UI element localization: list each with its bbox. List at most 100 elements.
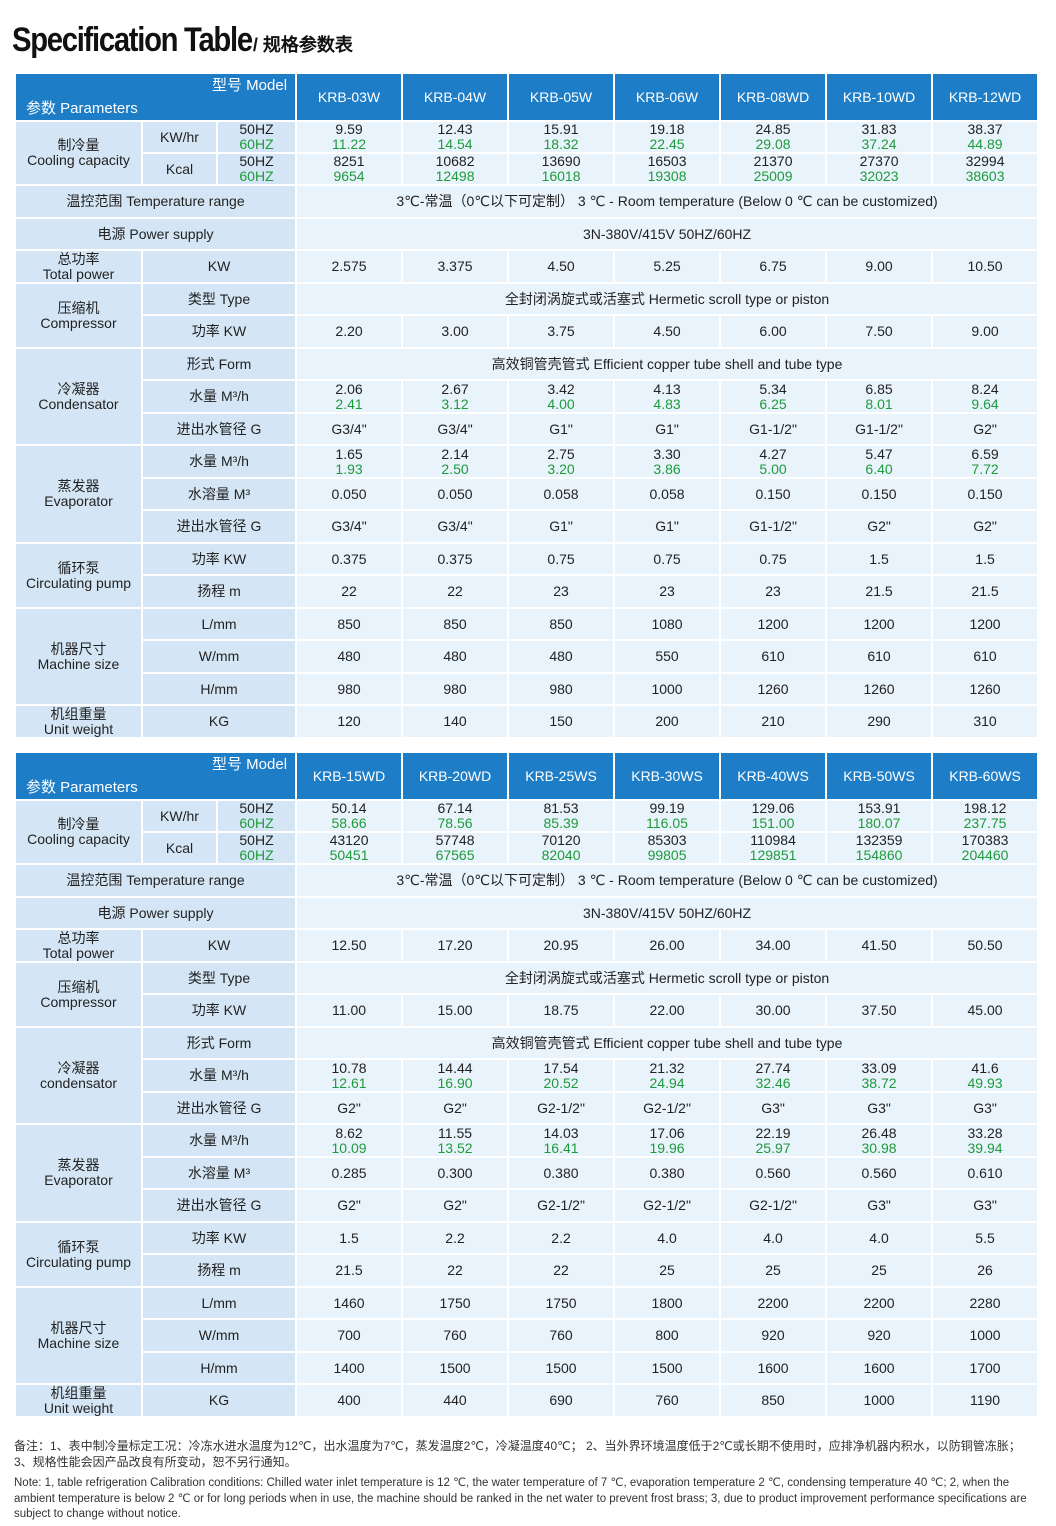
pump-power-cell: 0.75: [507, 542, 616, 576]
evaporator-flow-50hz: 6.59: [971, 445, 999, 462]
weight-cell: 120: [295, 704, 404, 739]
kwhr-cell: 198.12 237.75: [931, 799, 1040, 833]
condenser-pipe-row: 进出水管径 G G2" G2" G2-1/2" G2-1/2" G3" G3" G3": [15, 1091, 1040, 1125]
total-power-cell: 17.20: [401, 928, 510, 963]
condenser-flow-cell: 10.78 12.61: [295, 1058, 404, 1093]
size-w-cell: 610: [825, 639, 934, 674]
size-h-cell: 1500: [613, 1351, 722, 1385]
evaporator-flow-60hz: 3.20: [547, 460, 575, 477]
condenser-pipe-cell: G1": [613, 412, 722, 446]
size-w-cell: 550: [613, 639, 722, 674]
total-power-label: 总功率 Total power: [14, 249, 143, 284]
size-h-label: H/mm: [140, 1351, 298, 1385]
size-label: 机器尺寸 Machine size: [14, 1286, 143, 1385]
kw-label: KW: [140, 249, 298, 284]
weight-cell: 140: [401, 704, 510, 739]
weight-cell: 150: [507, 704, 616, 739]
compressor-power-cell: 18.75: [507, 993, 616, 1028]
cooling-capacity-label: 制冷量 Cooling capacity: [14, 799, 143, 865]
size-w-row: W/mm 480 480 480 550 610 610 610: [15, 639, 1040, 674]
hz-label: 50HZ 60HZ: [215, 152, 298, 186]
compressor-power-cell: 30.00: [719, 993, 828, 1028]
condenser-flow-60hz: 38.72: [861, 1074, 897, 1091]
evaporator-pipe-cell: G1": [613, 509, 722, 544]
pump-label: 循环泵 Circulating pump: [14, 1221, 143, 1288]
pump-head-cell: 21.5: [931, 574, 1040, 609]
weight-label: 机组重量 Unit weight: [14, 1383, 143, 1418]
total-power-cell: 50.50: [931, 928, 1040, 963]
weight-cell: 440: [401, 1383, 510, 1418]
evaporator-vol-label: 水溶量 M³: [140, 1156, 298, 1190]
kcal-60hz: 25009: [753, 168, 793, 184]
condenser-pipe-row: 进出水管径 G G3/4" G3/4" G1" G1" G1-1/2" G1-1/2" G2": [15, 412, 1040, 446]
evaporator-flow-50hz: 2.14: [441, 445, 469, 462]
size-l-cell: 2280: [931, 1286, 1040, 1320]
size-l-cell: 1200: [825, 607, 934, 641]
power-supply-label: 电源 Power supply: [13, 217, 298, 251]
evaporator-flow-50hz: 8.62: [335, 1124, 363, 1141]
kcal-60hz: 204460: [961, 847, 1009, 863]
compressor-label: 压缩机 Compressor: [14, 282, 143, 349]
condenser-flow-row: 水量 M³/h 10.78 12.61 14.44 16.90 17.54 20.52 21.…: [15, 1058, 1040, 1093]
pump-label-en: Circulating pump: [25, 574, 132, 591]
model-name: KRB-03W: [295, 72, 404, 122]
kwhr-label: KW/hr: [141, 799, 218, 833]
evaporator-pipe-cell: G3/4": [295, 509, 404, 544]
evaporator-vol-cell: 0.150: [825, 477, 934, 511]
temp-range-label: 温控范围 Temperature range: [13, 184, 298, 219]
kcal-50hz: 132359: [855, 832, 903, 848]
kg-label: KG: [140, 704, 298, 739]
pump-head-cell: 22: [295, 574, 404, 609]
size-w-cell: 480: [295, 639, 404, 674]
hz60-label: 60HZ: [239, 168, 274, 184]
total-power-cell: 41.50: [825, 928, 934, 963]
hz-label: 50HZ 60HZ: [215, 120, 298, 154]
kcal-60hz: 67565: [435, 847, 475, 863]
size-h-cell: 1260: [825, 672, 934, 706]
compressor-power-cell: 11.00: [295, 993, 404, 1028]
weight-cell: 310: [931, 704, 1040, 739]
evaporator-vol-cell: 0.560: [719, 1156, 828, 1190]
condenser-form-label: 形式 Form: [140, 1026, 298, 1060]
evaporator-flow-60hz: 16.41: [543, 1139, 579, 1156]
model-name: KRB-15WD: [295, 751, 404, 801]
kwhr-cell: 38.37 44.89: [931, 120, 1040, 154]
condenser-flow-cell: 17.54 20.52: [507, 1058, 616, 1093]
pump-head-cell: 22: [401, 1253, 510, 1288]
condenser-flow-cell: 3.42 4.00: [507, 379, 616, 414]
hz-label: 50HZ 60HZ: [215, 831, 298, 865]
kwhr-cell: 153.91 180.07: [825, 799, 934, 833]
condenser-flow-50hz: 33.09: [861, 1059, 897, 1076]
evaporator-flow-row: 蒸发器 Evaporator 水量 M³/h 1.65 1.93 2.14 2.50 2.75…: [14, 444, 1040, 544]
total-power-cell: 12.50: [295, 928, 404, 963]
evaporator-pipe-cell: G1-1/2": [719, 509, 828, 544]
size-h-cell: 1500: [401, 1351, 510, 1385]
size-l-cell: 2200: [825, 1286, 934, 1320]
evaporator-vol-cell: 0.560: [825, 1156, 934, 1190]
size-w-row: W/mm 700 760 760 800 920 920 1000: [15, 1318, 1040, 1353]
kcal-cell: 85303 99805: [613, 831, 722, 865]
condenser-flow-cell: 14.44 16.90: [401, 1058, 510, 1093]
model-name: KRB-40WS: [719, 751, 828, 801]
kwhr-cell: 12.43 14.54: [401, 120, 510, 154]
condenser-flow-cell: 6.85 8.01: [825, 379, 934, 414]
evaporator-flow-cell: 2.75 3.20: [507, 444, 616, 479]
condenser-flow-50hz: 27.74: [755, 1059, 791, 1076]
pump-label: 循环泵 Circulating pump: [14, 542, 143, 609]
condenser-flow-60hz: 8.01: [865, 395, 893, 412]
total-power-cell: 2.575: [295, 249, 404, 284]
evaporator-flow-60hz: 19.96: [649, 1139, 685, 1156]
evaporator-flow-50hz: 4.27: [759, 445, 787, 462]
condenser-flow-label: 水量 M³/h: [140, 379, 298, 414]
evaporator-flow-60hz: 13.52: [437, 1139, 473, 1156]
size-h-cell: 1500: [507, 1351, 616, 1385]
pump-head-cell: 23: [507, 574, 616, 609]
pump-head-row: 扬程 m 22 22 23 23 23 21.5 21.5: [15, 574, 1040, 609]
evaporator-vol-cell: 0.058: [613, 477, 722, 511]
size-l-label: L/mm: [140, 607, 298, 641]
evaporator-pipe-cell: G2": [825, 509, 934, 544]
evaporator-label-en: Evaporator: [44, 1172, 113, 1188]
kwhr-cell: 9.59 11.22: [295, 120, 404, 154]
size-label-cn: 机器尺寸: [50, 1319, 107, 1336]
pump-power-label: 功率 KW: [140, 542, 298, 576]
